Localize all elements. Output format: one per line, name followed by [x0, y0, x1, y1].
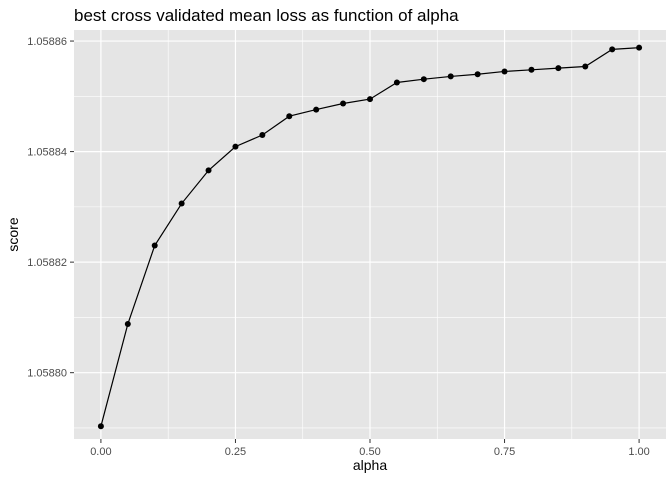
y-tick-label: 1.05880 — [27, 368, 67, 380]
data-point — [447, 73, 454, 80]
chart-title: best cross validated mean loss as functi… — [74, 6, 459, 25]
data-point — [232, 143, 239, 150]
data-point — [555, 65, 562, 72]
x-tick-label: 0.50 — [359, 446, 380, 458]
data-point — [636, 44, 643, 51]
data-point — [528, 66, 535, 73]
data-point — [582, 63, 589, 70]
x-tick-label: 0.00 — [90, 446, 111, 458]
data-point — [124, 321, 131, 328]
data-point — [97, 423, 104, 430]
y-tick-label: 1.05886 — [27, 36, 67, 48]
data-point — [313, 106, 320, 113]
data-point — [393, 79, 400, 86]
data-point — [609, 46, 616, 53]
data-points — [97, 44, 643, 430]
x-tick-label: 0.75 — [494, 446, 515, 458]
y-tick-label: 1.05882 — [27, 257, 67, 269]
y-axis-title: score — [5, 217, 21, 251]
y-axis: 1.05880 1.05882 1.05884 1.05886 — [27, 36, 74, 380]
data-point — [420, 76, 427, 83]
x-axis-title: alpha — [353, 457, 387, 473]
x-tick-label: 1.00 — [628, 446, 649, 458]
x-tick-label: 0.25 — [225, 446, 246, 458]
data-point — [151, 242, 158, 249]
data-point — [340, 100, 347, 107]
data-point — [367, 96, 373, 103]
data-point — [501, 68, 508, 75]
x-axis: 0.00 0.25 0.50 0.75 1.00 — [90, 439, 650, 458]
y-tick-label: 1.05884 — [27, 147, 67, 159]
data-point — [259, 132, 266, 139]
data-point — [178, 200, 185, 207]
data-point — [474, 71, 481, 78]
data-point — [205, 167, 212, 174]
data-point — [286, 113, 293, 120]
